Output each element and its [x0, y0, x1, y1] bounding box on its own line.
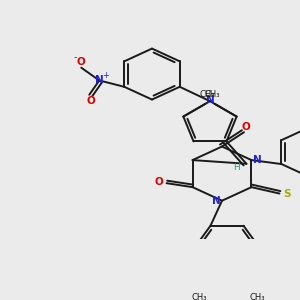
- Text: CH₃: CH₃: [200, 90, 215, 99]
- Text: +: +: [102, 71, 109, 80]
- Text: O: O: [77, 57, 86, 67]
- Text: N: N: [212, 196, 220, 206]
- Text: O: O: [154, 177, 163, 188]
- Text: CH₃: CH₃: [192, 293, 207, 300]
- Text: N: N: [206, 95, 214, 105]
- Text: CH₃: CH₃: [250, 293, 265, 300]
- Text: O: O: [242, 122, 250, 132]
- Text: CH₃: CH₃: [205, 90, 220, 99]
- Text: O: O: [87, 96, 96, 106]
- Text: N: N: [95, 75, 104, 85]
- Text: S: S: [284, 189, 291, 199]
- Text: N: N: [253, 155, 262, 165]
- Text: -: -: [74, 52, 77, 62]
- Text: H: H: [233, 163, 240, 172]
